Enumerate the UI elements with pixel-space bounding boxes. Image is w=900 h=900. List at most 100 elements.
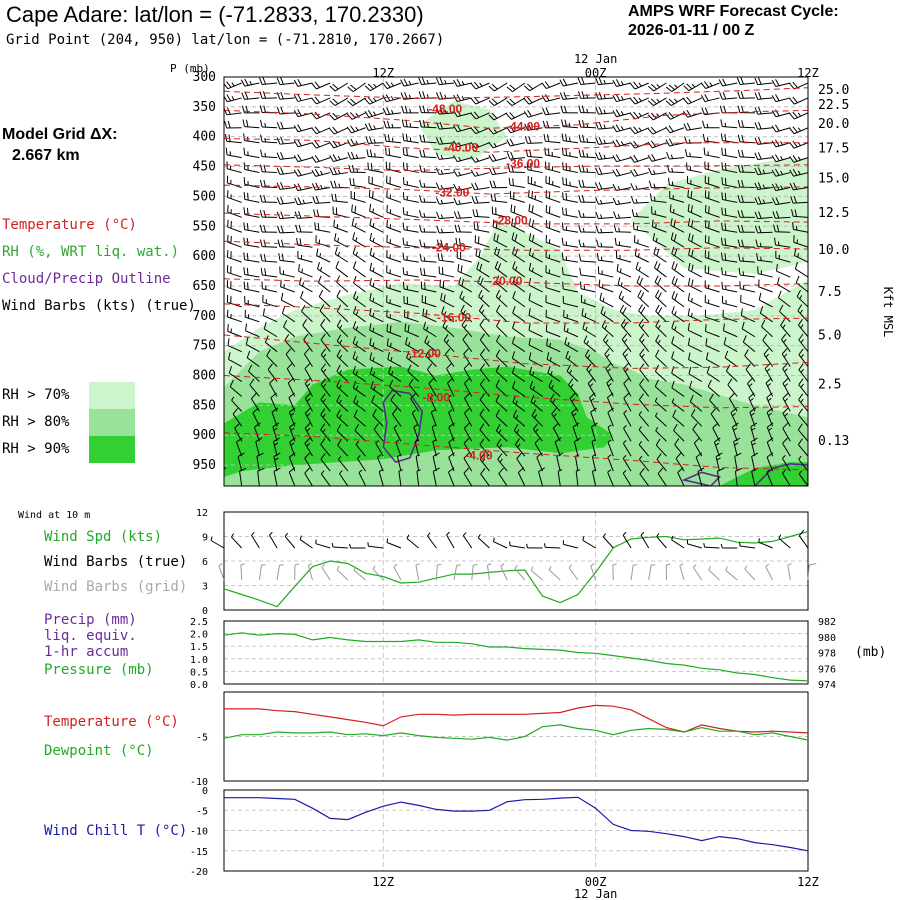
wind-barb-flag <box>280 196 284 204</box>
wind-barb-staff <box>353 282 366 293</box>
wind-barb-staff <box>545 154 561 159</box>
wind-barb-flag <box>352 321 357 329</box>
wind-barb-flag <box>737 134 741 142</box>
wind-barb <box>618 290 632 308</box>
wind-barb <box>538 467 546 486</box>
wind-barb-half-flag <box>532 371 535 376</box>
wind-barb <box>524 82 543 92</box>
wind-barb-flag <box>332 98 339 105</box>
temp-contour-2 <box>224 138 808 153</box>
wind-barb <box>396 454 402 472</box>
wind-barb-grid-half-flag <box>693 564 697 568</box>
wind-barb <box>331 193 348 203</box>
wind-barb-flag <box>368 136 373 144</box>
legend-rh90-label: RH > 90% <box>2 441 70 457</box>
wind-barb-flag <box>479 263 483 272</box>
wind-barb-flag <box>453 197 458 205</box>
wind-barb <box>311 182 331 191</box>
wind-barb-staff <box>457 172 472 177</box>
wind-barb-flag <box>527 83 534 90</box>
wind-barb-staff <box>670 211 685 218</box>
wind-barb-flag <box>298 211 302 219</box>
wind-barb <box>720 133 738 144</box>
wind-barb-half-flag <box>372 342 375 347</box>
wind-barb <box>742 335 756 353</box>
wind-barb <box>280 279 295 293</box>
wind-barb <box>697 467 705 486</box>
wind-barb <box>655 438 667 457</box>
wind-barb-staff <box>458 284 473 293</box>
wind-barb <box>370 380 384 397</box>
wind-barb-flag <box>561 119 564 127</box>
wind-barb <box>792 222 808 233</box>
wind-barb-flag <box>793 195 797 204</box>
wind-barb-staff <box>386 97 402 103</box>
wind-barb-half-flag <box>499 458 503 463</box>
wind-barb-half-flag <box>768 412 773 417</box>
legend-temperature: Temperature (°C) <box>2 217 137 233</box>
wind-barb <box>431 424 437 442</box>
wind-barb <box>224 453 225 472</box>
wind-barb <box>479 423 490 442</box>
wind-barb-staff <box>285 354 296 367</box>
wind-barb <box>317 275 331 293</box>
wind-barb <box>789 126 808 135</box>
wind-barb-true-staff <box>509 545 525 549</box>
wind-barb-half-flag <box>800 368 804 373</box>
wind-barb-half-flag <box>620 126 624 131</box>
wind-barb-flag <box>246 350 251 359</box>
wind-barb-flag <box>615 79 621 86</box>
wind-barb-flag <box>350 125 356 132</box>
wind-barb-staff <box>457 142 472 148</box>
wind-barb-staff <box>368 182 384 188</box>
wind-barb <box>283 320 296 338</box>
wind-barb-flag <box>651 153 656 161</box>
wind-barb-staff <box>775 244 791 248</box>
wind-barb <box>603 334 614 353</box>
wind-barb-flag <box>320 363 326 370</box>
wind-barb <box>229 379 243 397</box>
wind-barb <box>629 96 649 105</box>
wind-barb-staff <box>775 157 791 163</box>
wind-barb-staff <box>494 97 508 107</box>
wind-barb-staff <box>764 368 774 382</box>
wind-barb-flag <box>473 111 480 118</box>
wind-barb-flag <box>214 264 216 271</box>
wind-barb-flag <box>621 333 628 340</box>
wind-barb-half-flag <box>458 200 461 205</box>
wind-barb-half-flag <box>797 170 801 175</box>
wind-barb-flag <box>453 211 458 219</box>
wind-barb-staff <box>464 383 473 397</box>
wind-barb-flag <box>369 292 372 301</box>
wind-barb-staff <box>687 97 703 105</box>
wind-barb <box>261 281 278 293</box>
wind-barb-staff <box>775 82 791 88</box>
wind-barb-flag <box>259 105 263 113</box>
wind-barb-half-flag <box>586 138 589 143</box>
wind-barb-flag <box>352 246 356 254</box>
wind-barb-flag <box>421 77 426 85</box>
wind-barb <box>279 266 295 278</box>
wind-barb-flag <box>329 128 335 135</box>
wind-barb-half-flag <box>355 326 359 331</box>
wind-barb-flag <box>782 392 789 399</box>
wind-barb-flag <box>603 334 608 341</box>
wind-barb-flag <box>565 350 569 358</box>
wind-barb-flag <box>569 392 576 399</box>
wind-barb-flag <box>511 351 516 359</box>
wind-barb-half-flag <box>338 384 342 389</box>
wind-barb <box>459 290 473 308</box>
wind-barb-half-flag <box>641 353 645 358</box>
wind-barb-flag <box>440 239 444 247</box>
wind-barb-flag <box>702 133 706 142</box>
wind-barb-staff <box>432 441 437 457</box>
wind-barb-staff <box>581 301 596 308</box>
wind-barb-staff <box>352 239 366 248</box>
wind-barb-half-flag <box>393 424 398 429</box>
wind-barb-flag <box>669 204 672 212</box>
wind-barb <box>260 267 278 278</box>
wind-barb-true-staff <box>656 536 667 549</box>
wind-barb <box>529 366 543 382</box>
wind-barb-flag <box>435 152 440 160</box>
wind-barb-half-flag <box>479 82 483 87</box>
